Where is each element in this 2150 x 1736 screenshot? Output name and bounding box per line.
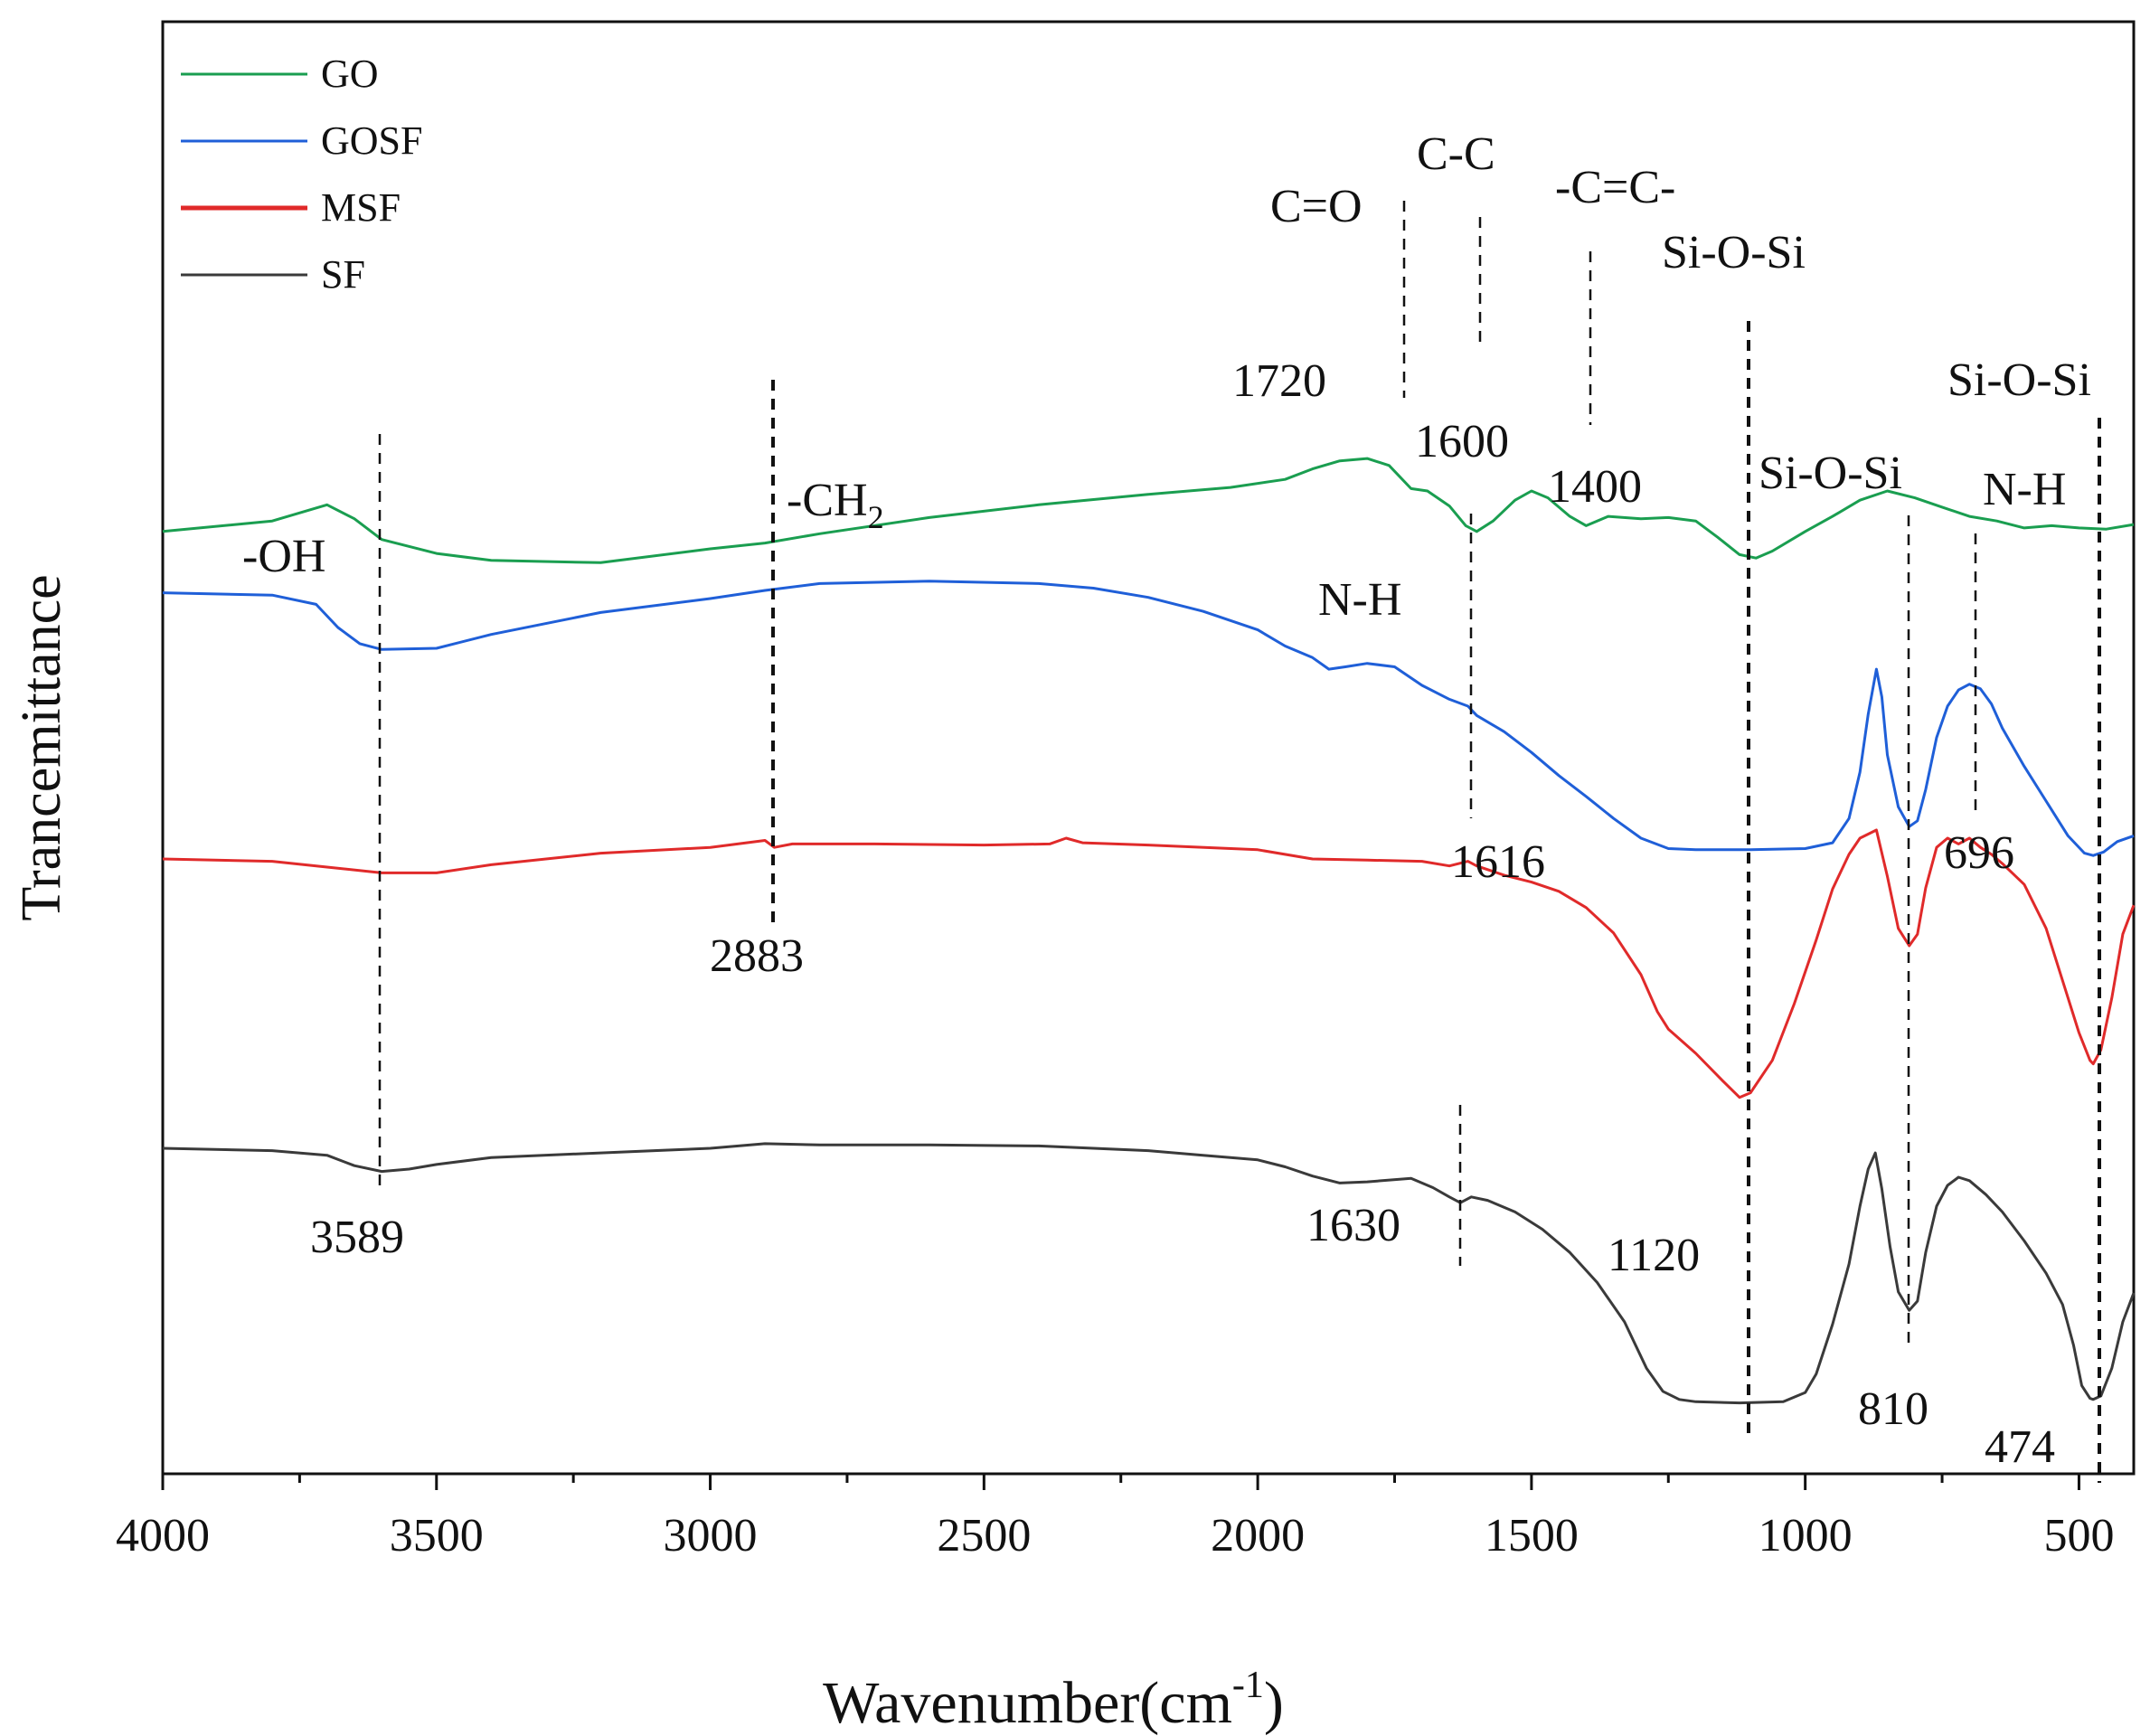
anno-1600: 1600 <box>1415 416 1509 467</box>
anno-2883: 2883 <box>710 930 804 982</box>
anno-1630: 1630 <box>1306 1200 1400 1251</box>
anno-c-c: C-C <box>1417 128 1495 180</box>
series-line-msf <box>162 828 2136 1099</box>
x-tick-label-4000: 4000 <box>116 1510 210 1561</box>
legend-label-sf: SF <box>321 252 365 297</box>
x-tick-label-3500: 3500 <box>390 1510 484 1561</box>
x-tick-label-1500: 1500 <box>1485 1510 1579 1561</box>
x-axis-label: Wavenumber(cm-1) <box>823 1665 1284 1736</box>
series-line-gosf <box>162 580 2135 857</box>
x-tick-label-2000: 2000 <box>1211 1510 1305 1561</box>
anno-si-o-si-top: Si-O-Si <box>1662 227 1806 278</box>
x-axis-ticks: 4000 3500 3000 2500 2000 1500 1000 500 <box>116 1474 2114 1561</box>
x-tick-label-3000: 3000 <box>664 1510 758 1561</box>
anno-ch2-main: -CH <box>787 475 868 526</box>
anno-696: 696 <box>1944 827 2014 879</box>
legend-label-msf: MSF <box>321 185 401 230</box>
anno-c-o: C=O <box>1270 181 1363 232</box>
x-axis-label-close: ) <box>1264 1670 1284 1736</box>
anno-si-o-si-right: Si-O-Si <box>1947 354 2091 406</box>
anno-oh: -OH <box>242 531 325 582</box>
x-tick-label-2500: 2500 <box>937 1510 1031 1561</box>
anno-nh-right: N-H <box>1983 464 2066 515</box>
legend: GO GOSF MSF SF <box>181 52 423 297</box>
anno-1720: 1720 <box>1232 355 1326 407</box>
anno-ch2: -CH2 <box>787 475 884 535</box>
anno-3589: 3589 <box>310 1212 404 1263</box>
plot-frame <box>161 20 2136 1476</box>
anno-1400: 1400 <box>1548 461 1642 513</box>
anno-c-eq-c: -C=C- <box>1555 162 1675 213</box>
x-tick-label-1000: 1000 <box>1759 1510 1853 1561</box>
legend-label-gosf: GOSF <box>321 118 423 163</box>
x-axis-label-sup: -1 <box>1232 1665 1264 1706</box>
anno-474: 474 <box>1985 1421 2055 1473</box>
x-tick-label-500: 500 <box>2043 1510 2114 1561</box>
anno-ch2-sub: 2 <box>868 499 884 535</box>
legend-label-go: GO <box>321 52 379 96</box>
series-line-go <box>162 457 2135 564</box>
anno-nh-left: N-H <box>1318 574 1401 626</box>
annotations: C=O C-C -C=C- Si-O-Si 1720 1600 1400 Si-… <box>242 128 2091 1473</box>
y-axis-label: Trancemittance <box>11 574 72 920</box>
anno-1120: 1120 <box>1608 1230 1700 1281</box>
anno-810: 810 <box>1858 1383 1928 1435</box>
x-axis-label-main: Wavenumber(cm <box>823 1670 1232 1736</box>
annotation-guides <box>378 201 2101 1483</box>
series-layer <box>162 457 2136 1405</box>
series-line-sf <box>162 1142 2136 1405</box>
anno-si-o-si-mid: Si-O-Si <box>1759 448 1902 499</box>
anno-1616: 1616 <box>1451 836 1545 888</box>
